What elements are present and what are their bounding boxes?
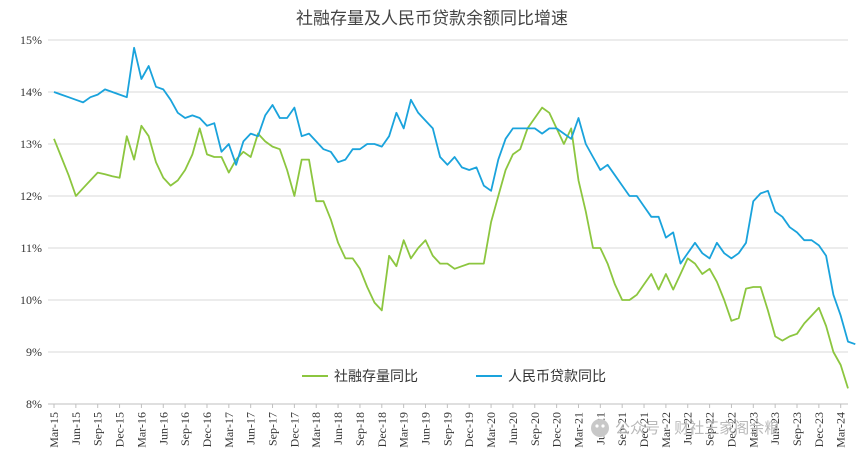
x-tick-label: Mar-22 — [659, 412, 673, 448]
x-tick-label: Jun-18 — [331, 412, 345, 445]
x-tick-label: Dec-16 — [200, 412, 214, 447]
x-tick-label: Dec-18 — [375, 412, 389, 447]
x-tick-label: Jun-17 — [244, 412, 258, 445]
y-tick-label: 8% — [26, 397, 42, 411]
series-line-2 — [53, 46, 856, 346]
wechat-icon-dot — [601, 424, 605, 428]
y-tick-label: 9% — [26, 345, 42, 359]
x-tick-label: Jun-16 — [156, 412, 170, 445]
x-tick-label: Mar-20 — [484, 412, 498, 448]
chart-title: 社融存量及人民币贷款余额同比增速 — [296, 9, 568, 29]
series-line-1 — [53, 106, 849, 389]
watermark: 公众号 · 财社王家阁余粮 — [591, 419, 779, 437]
x-tick-label: Jun-20 — [506, 412, 520, 445]
x-tick-label: Dec-15 — [113, 412, 127, 447]
x-tick-label: Mar-18 — [309, 412, 323, 448]
x-tick-label: Mar-21 — [571, 412, 585, 448]
x-tick-label: Sep-19 — [440, 412, 454, 446]
wechat-icon-dot — [595, 424, 599, 428]
y-axis: 8% 9% 10% 11% 12% 13% 14% 15% — [20, 33, 42, 411]
x-tick-label: Jun-19 — [419, 412, 433, 445]
y-tick-label: 12% — [20, 189, 42, 203]
x-tick-label: Mar-15 — [47, 412, 61, 448]
y-tick-label: 14% — [20, 85, 42, 99]
x-tick-label: Jun-15 — [69, 412, 83, 445]
x-tick-label: Sep-16 — [178, 412, 192, 446]
y-tick-label: 15% — [20, 33, 42, 47]
wechat-icon — [591, 419, 609, 437]
y-tick-label: 13% — [20, 137, 42, 151]
x-tick-label: Jun-22 — [681, 412, 695, 445]
x-tick-label: Dec-21 — [637, 412, 651, 447]
x-tick-label: Mar-24 — [834, 412, 848, 448]
x-tick-label: Mar-16 — [134, 412, 148, 448]
y-tick-label: 10% — [20, 293, 42, 307]
gridlines — [48, 39, 848, 405]
x-tick-label: Dec-23 — [812, 412, 826, 447]
x-tick-label: Dec-19 — [462, 412, 476, 447]
x-tick-label: Sep-18 — [353, 412, 367, 446]
legend-label-2: 人民币贷款同比 — [508, 369, 606, 385]
x-tick-label: Sep-22 — [703, 412, 717, 446]
x-tick-label: Sep-15 — [91, 412, 105, 446]
x-tick-label: Sep-21 — [615, 412, 629, 446]
x-tick-label: Dec-20 — [550, 412, 564, 447]
x-tick-label: Sep-23 — [790, 412, 804, 446]
watermark-text: 公众号 · 财社王家阁余粮 — [615, 419, 779, 437]
x-tick-label: Jun-23 — [768, 412, 782, 445]
x-tick-label: Mar-23 — [746, 412, 760, 448]
legend: 社融存量同比 人民币贷款同比 — [302, 369, 606, 385]
plot-area — [53, 46, 856, 389]
x-axis: Mar-15 Jun-15 Sep-15 Dec-15 Mar-16 Jun-16 Sep-… — [47, 403, 848, 448]
x-tick-label: Mar-17 — [222, 412, 236, 448]
x-tick-label: Mar-19 — [397, 412, 411, 448]
legend-label-1: 社融存量同比 — [334, 369, 418, 385]
x-tick-label: Sep-17 — [266, 412, 280, 446]
x-tick-label: Sep-20 — [528, 412, 542, 446]
y-tick-label: 11% — [20, 241, 42, 255]
x-tick-label: Dec-17 — [287, 412, 301, 447]
x-tick-label: Dec-22 — [724, 412, 738, 447]
